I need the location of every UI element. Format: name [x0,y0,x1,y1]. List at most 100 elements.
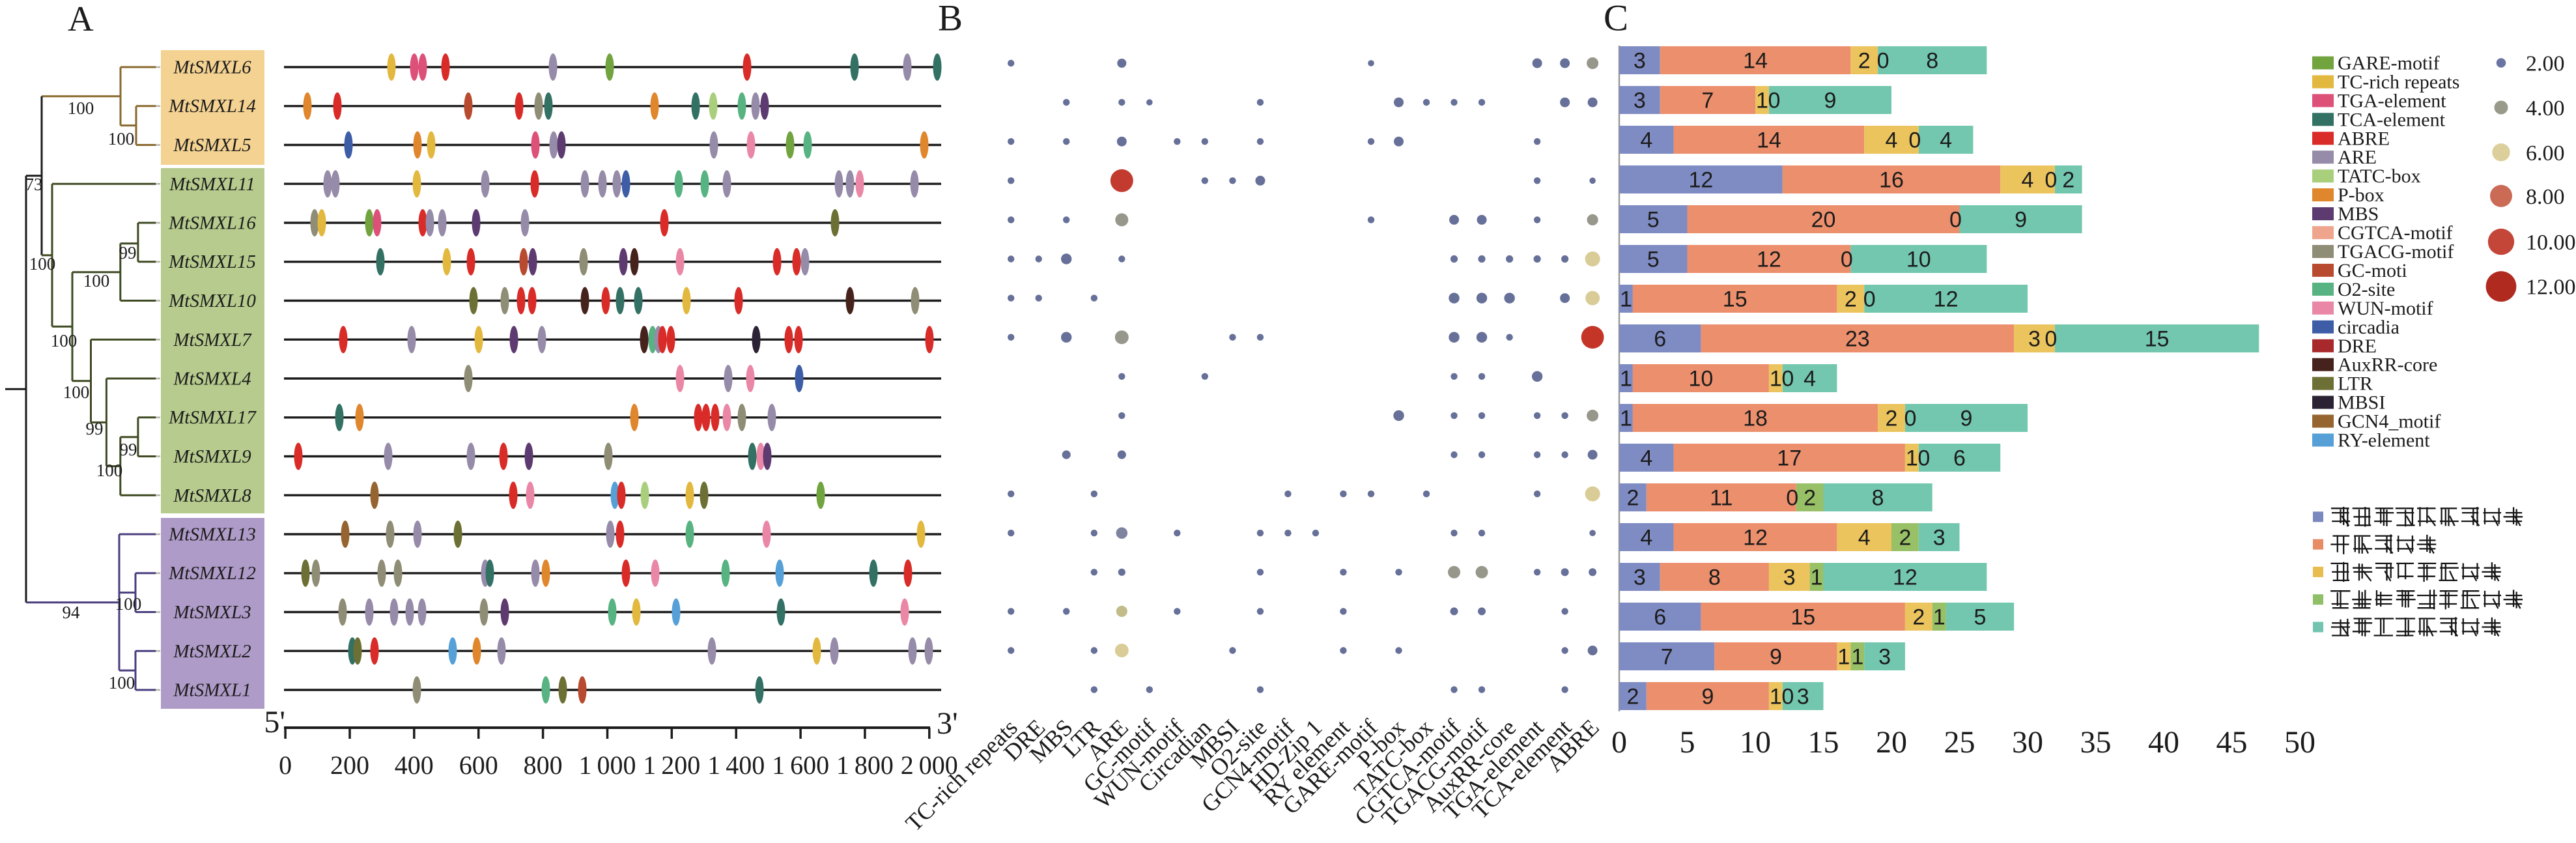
svg-text:15: 15 [1808,725,1839,760]
svg-text:800: 800 [524,750,563,780]
svg-text:100: 100 [115,594,142,614]
svg-text:ABRE: ABRE [2338,128,2390,149]
svg-text:LTR: LTR [2338,373,2373,395]
svg-text:25: 25 [1944,725,1975,760]
svg-text:9: 9 [1960,407,1973,431]
svg-text:73: 73 [25,175,43,194]
svg-text:MtSMXL2: MtSMXL2 [173,641,251,662]
svg-text:12: 12 [1893,565,1918,590]
svg-text:GARE-motif: GARE-motif [2338,53,2440,74]
svg-text:20: 20 [1876,725,1907,760]
svg-text:1 400: 1 400 [707,750,765,780]
svg-text:3': 3' [937,706,958,741]
svg-text:GC-moti: GC-moti [2338,260,2407,281]
svg-text:MtSMXL11: MtSMXL11 [169,174,255,195]
svg-text:5: 5 [1974,605,1986,630]
svg-text:A: A [68,0,94,38]
svg-text:100: 100 [63,382,90,402]
svg-text:30: 30 [2012,725,2043,760]
svg-text:8.00: 8.00 [2526,185,2565,209]
svg-text:MtSMXL7: MtSMXL7 [173,330,252,350]
svg-text:7: 7 [1701,89,1714,113]
svg-text:10: 10 [1906,248,1931,272]
svg-text:2 000: 2 000 [901,750,958,780]
svg-text:2.00: 2.00 [2526,52,2565,76]
svg-text:1: 1 [1756,89,1768,113]
svg-text:9: 9 [1701,685,1714,709]
svg-text:4: 4 [1940,128,1952,153]
svg-text:TC-rich repeats: TC-rich repeats [2338,71,2459,93]
svg-text:0: 0 [1786,486,1798,511]
svg-text:99: 99 [120,440,137,459]
svg-text:11: 11 [1710,486,1733,511]
svg-text:100: 100 [51,331,78,350]
svg-text:8: 8 [1872,486,1884,511]
svg-text:14: 14 [1757,128,1781,153]
svg-text:1 200: 1 200 [643,750,700,780]
svg-text:23: 23 [1845,327,1870,352]
svg-text:CGTCA-motif: CGTCA-motif [2338,222,2453,244]
svg-text:1: 1 [1620,407,1632,431]
svg-text:8: 8 [1708,565,1721,590]
svg-text:1: 1 [1906,446,1918,471]
svg-text:94: 94 [63,603,81,622]
svg-text:100: 100 [68,98,94,118]
svg-text:3: 3 [1634,49,1646,74]
svg-text:0: 0 [279,750,292,780]
svg-text:18: 18 [1743,407,1768,431]
svg-text:2: 2 [1912,605,1925,630]
svg-text:1: 1 [1933,605,1946,630]
svg-text:10: 10 [1688,367,1713,392]
svg-text:20: 20 [1811,208,1836,233]
svg-text:MtSMXL10: MtSMXL10 [168,291,256,311]
svg-text:12: 12 [1757,248,1781,272]
svg-text:15: 15 [1723,287,1748,312]
svg-text:99: 99 [119,243,137,263]
svg-text:0: 0 [1877,49,1890,74]
svg-text:MtSMXL16: MtSMXL16 [168,213,256,234]
svg-text:0: 0 [2045,327,2057,352]
svg-text:ARE: ARE [2338,147,2377,168]
svg-text:4: 4 [1886,128,1898,153]
svg-text:C: C [1604,0,1628,39]
svg-text:10: 10 [1740,725,1771,760]
svg-text:DRE: DRE [2338,336,2377,357]
svg-text:2: 2 [1858,49,1871,74]
svg-text:MtSMXL5: MtSMXL5 [173,135,251,156]
svg-text:1: 1 [1620,367,1632,392]
svg-text:2: 2 [1886,407,1898,431]
svg-text:7: 7 [1661,645,1673,670]
svg-text:9: 9 [1824,89,1837,113]
svg-text:MtSMXL4: MtSMXL4 [173,369,251,390]
svg-text:0: 0 [1949,208,1962,233]
svg-text:0: 0 [1611,725,1627,760]
svg-text:4: 4 [2022,168,2034,193]
svg-text:TGA-element: TGA-element [2338,90,2446,111]
svg-text:0: 0 [2045,168,2057,193]
svg-text:12.00: 12.00 [2526,276,2576,300]
svg-text:9: 9 [2015,208,2027,233]
svg-text:40: 40 [2148,725,2179,760]
svg-text:17: 17 [1777,446,1802,471]
svg-text:MtSMXL14: MtSMXL14 [168,96,256,117]
svg-text:99: 99 [86,419,104,438]
svg-text:B: B [938,0,963,39]
svg-text:1 000: 1 000 [578,750,636,780]
svg-text:100: 100 [108,129,135,149]
svg-text:50: 50 [2284,725,2315,760]
svg-text:0: 0 [1863,287,1876,312]
svg-text:6: 6 [1953,446,1966,471]
svg-text:100: 100 [83,271,110,291]
svg-text:3: 3 [1634,89,1646,113]
svg-text:400: 400 [395,750,434,780]
svg-text:4.00: 4.00 [2526,96,2565,121]
svg-text:P-box: P-box [2338,184,2385,206]
svg-text:6.00: 6.00 [2526,141,2565,165]
svg-text:1 600: 1 600 [772,750,829,780]
svg-text:RY-element: RY-element [2338,430,2430,451]
svg-text:200: 200 [330,750,369,780]
svg-text:4: 4 [1640,128,1652,153]
svg-text:16: 16 [1879,168,1904,193]
svg-text:35: 35 [2080,725,2112,760]
svg-text:MBSI: MBSI [2338,392,2385,414]
